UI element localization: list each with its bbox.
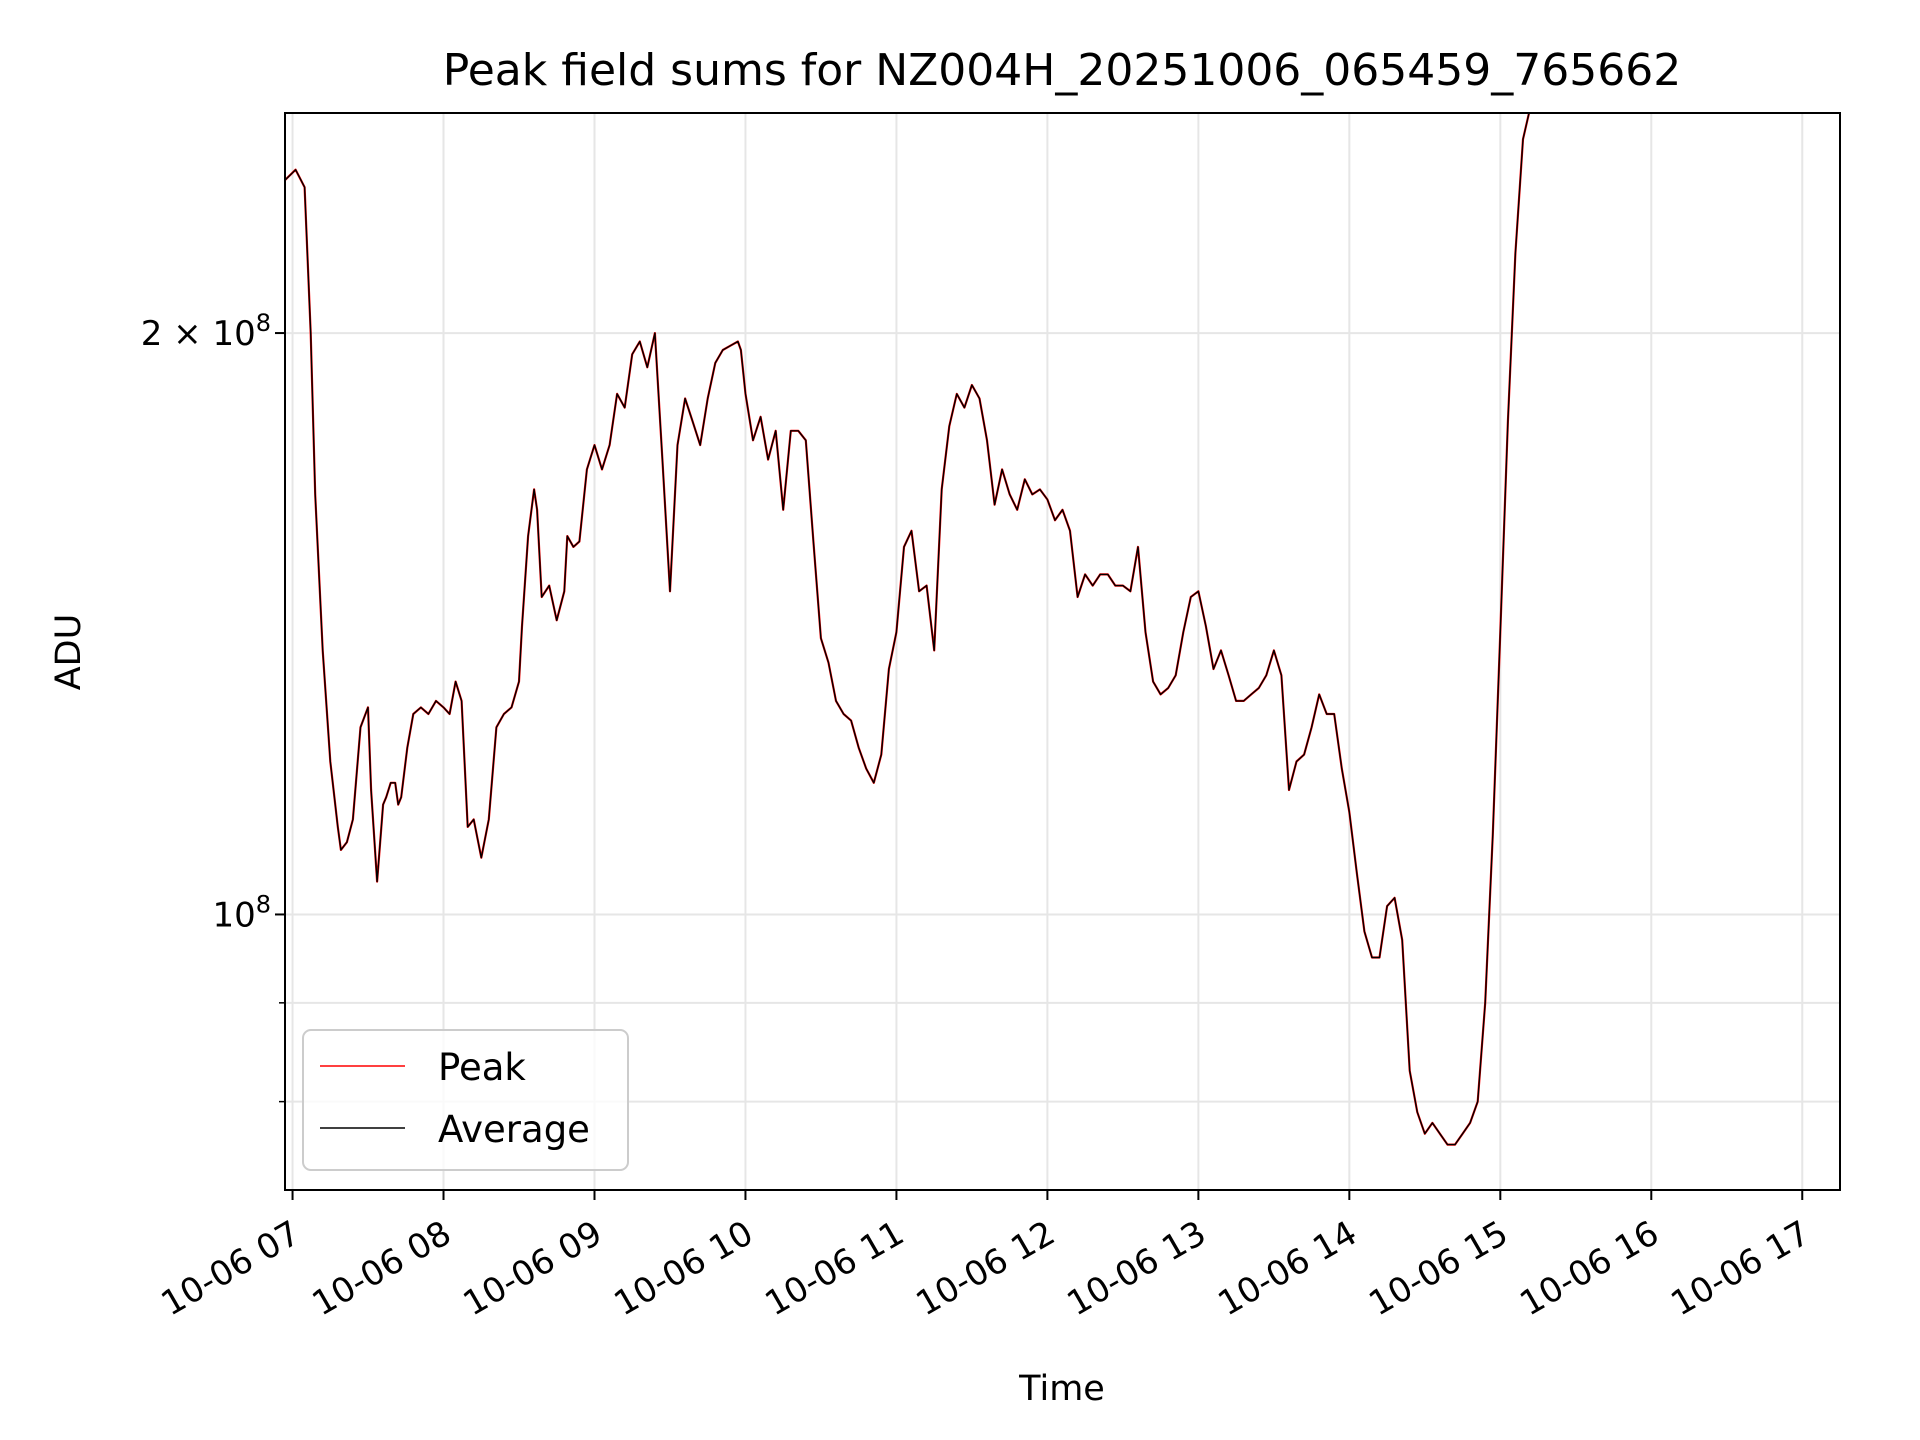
chart-title: Peak field sums for NZ004H_20251006_0654… xyxy=(443,45,1681,96)
grid xyxy=(285,113,1840,1190)
legend-average-label: Average xyxy=(438,1108,590,1151)
x-axis-label: Time xyxy=(1018,1369,1105,1409)
series-line-average xyxy=(285,113,1530,1146)
y-axis-label: ADU xyxy=(49,614,89,691)
plot-frame xyxy=(284,112,1841,1191)
series-layer xyxy=(285,113,1531,1146)
legend-peak-label: Peak xyxy=(438,1046,526,1089)
y-tick-label: 108 xyxy=(212,890,271,935)
legend: Peak Average xyxy=(302,1029,629,1171)
y-tick-label: 2 × 108 xyxy=(141,309,271,354)
y-axis: 108 2 × 108 xyxy=(141,309,285,1103)
legend-box xyxy=(302,1029,629,1171)
